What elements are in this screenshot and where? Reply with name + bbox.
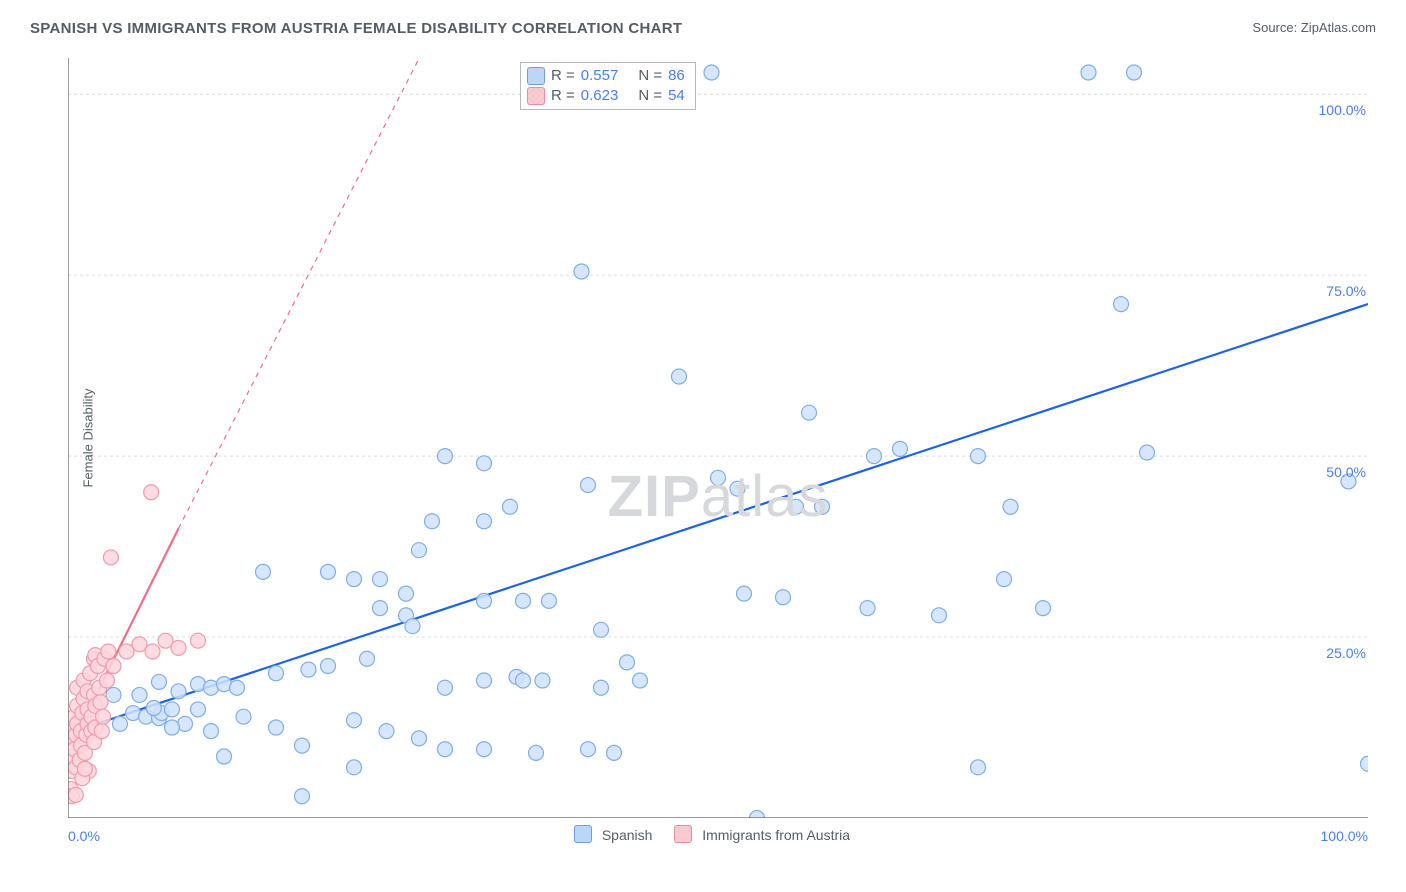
legend-row-austria: R = 0.623 N = 54 [527,86,685,106]
source-label: Source: [1252,20,1297,35]
legend-swatch-austria [527,87,545,105]
plot-area: Female Disability ZIPatlas 25.0%50.0%75.… [68,58,1368,818]
n-label: N = [638,86,662,106]
source-credit: Source: ZipAtlas.com [1252,20,1376,35]
scatter-svg [68,58,1368,818]
r-value-austria: 0.623 [581,86,619,106]
n-value-austria: 54 [668,86,685,106]
r-label: R = [551,66,575,86]
correlation-legend: R = 0.557 N = 86 R = 0.623 N = 54 [520,62,696,110]
n-value-spanish: 86 [668,66,685,86]
axes [68,58,1368,818]
x-axis-labels: 0.0% 100.0% [68,828,1368,844]
r-value-spanish: 0.557 [581,66,619,86]
source-name: ZipAtlas.com [1301,20,1376,35]
gridlines [68,94,1368,637]
x-axis-min: 0.0% [68,828,100,844]
n-label: N = [638,66,662,86]
r-label: R = [551,86,575,106]
legend-swatch-spanish [527,67,545,85]
chart-title: SPANISH VS IMMIGRANTS FROM AUSTRIA FEMAL… [30,20,682,37]
x-axis-max: 100.0% [1321,828,1368,844]
y-axis-label: Female Disability [81,389,96,488]
trend-lines [75,58,1369,738]
scatter-points [68,65,1368,818]
legend-row-spanish: R = 0.557 N = 86 [527,66,685,86]
